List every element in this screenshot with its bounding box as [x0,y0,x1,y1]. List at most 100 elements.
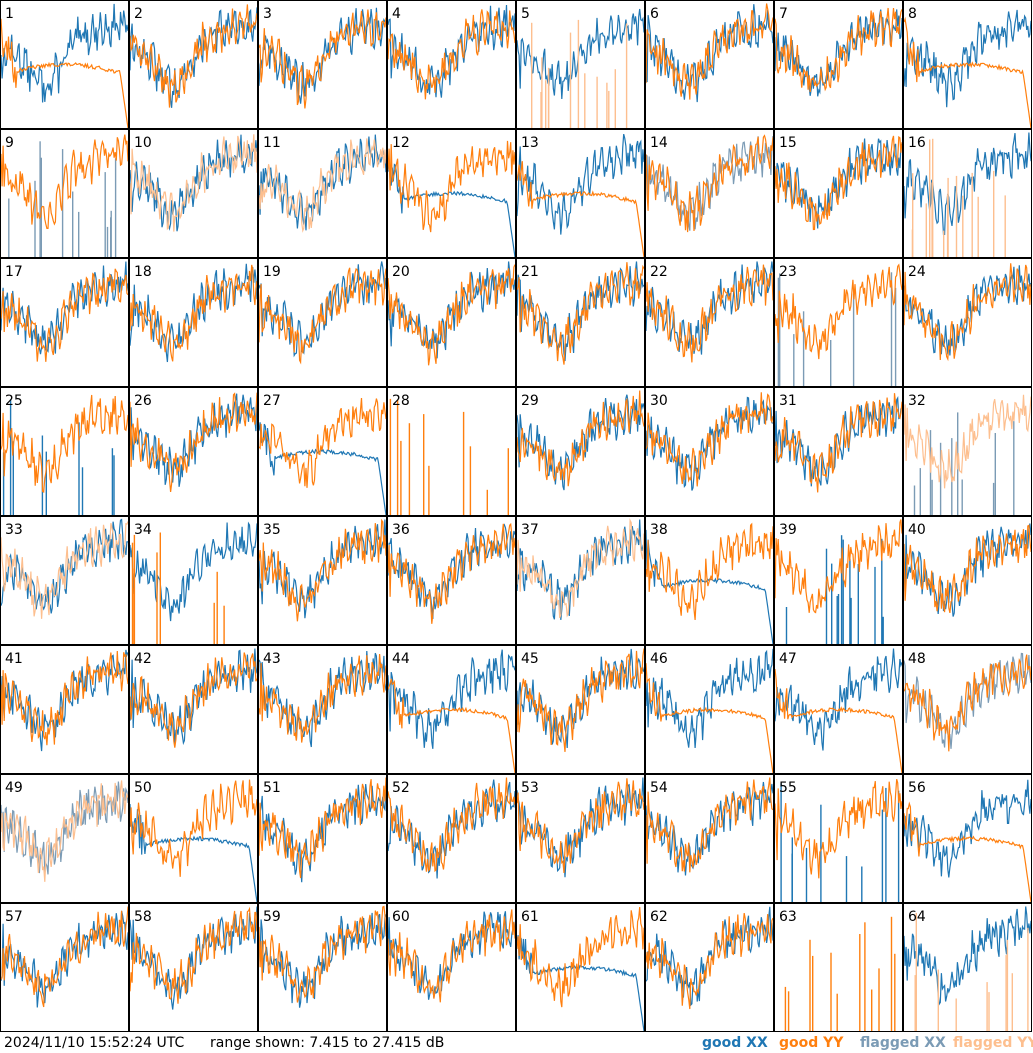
panel-27: 27 [258,387,387,516]
panel-32: 32 [903,387,1032,516]
panel-label: 23 [779,264,797,280]
panel-border [516,516,645,645]
panel-label: 24 [908,264,926,280]
legend-label: good XX [702,1035,768,1051]
panel-border [387,903,516,1032]
panel-label: 20 [392,264,410,280]
panel-border [0,129,129,258]
panel-border [903,645,1032,774]
legend-flagged-xx: flagged XX [860,1034,946,1053]
series-yy [0,268,129,362]
series-yy [774,519,903,614]
panel-64: 64 [903,903,1032,1032]
series-xx [129,521,258,622]
timestamp: 2024/11/10 15:52:24 UTC [4,1035,185,1051]
series-yy [645,663,774,774]
panel-23: 23 [774,258,903,387]
series-xx [0,649,129,752]
panel-label: 18 [134,264,152,280]
panel-border [645,774,774,903]
panel-label: 48 [908,651,926,667]
panel-border [0,516,129,645]
panel-border [903,129,1032,258]
series-yy [774,263,903,360]
series-yy [0,521,129,619]
panel-47: 47 [774,645,903,774]
series-xx [903,9,1032,108]
panel-label: 4 [392,6,401,22]
panel-border [903,903,1032,1032]
series-yy [129,906,258,1004]
panel-11: 11 [258,129,387,258]
panel-42: 42 [129,645,258,774]
panel-border [774,774,903,903]
series-xx [645,906,774,1007]
panel-border [774,903,903,1032]
series-yy [516,262,645,365]
panel-61: 61 [516,903,645,1032]
panel-label: 55 [779,780,797,796]
panel-label: 59 [263,909,281,925]
panel-border [645,903,774,1032]
series-yy [531,19,628,128]
panel-label: 22 [650,264,668,280]
panel-border [258,387,387,516]
panel-border [258,129,387,258]
panel-border [516,0,645,129]
series-yy [129,4,258,108]
panel-label: 37 [521,522,539,538]
panel-26: 26 [129,387,258,516]
series-yy [387,264,516,366]
series-yy [645,392,774,487]
panel-52: 52 [387,774,516,903]
panel-border [258,516,387,645]
panel-28: 28 [387,387,516,516]
series-xx [903,652,1032,749]
panel-label: 2 [134,6,143,22]
panel-border [258,774,387,903]
series-yy [903,524,1032,614]
series-yy [645,134,774,233]
series-yy [129,652,258,748]
panel-13: 13 [516,129,645,258]
panel-label: 60 [392,909,410,925]
panel-border [516,258,645,387]
panel-56: 56 [903,774,1032,903]
panel-44: 44 [387,645,516,774]
series-xx [903,132,1032,235]
panel-label: 34 [134,522,152,538]
panel-label: 19 [263,264,281,280]
series-yy [903,394,1032,489]
series-yy [774,779,903,879]
panel-2: 2 [129,0,258,129]
panel-label: 33 [5,522,23,538]
legend-good-xx: good XX [702,1034,768,1053]
panel-label: 64 [908,909,926,925]
panel-label: 40 [908,522,926,538]
series-yy [516,390,645,487]
panel-14: 14 [645,129,774,258]
series-xx [645,4,774,103]
series-xx [516,8,645,100]
panel-border [129,516,258,645]
panel-60: 60 [387,903,516,1032]
panel-border [645,129,774,258]
series-yy [645,522,774,621]
panel-3: 3 [258,0,387,129]
panel-31: 31 [774,387,903,516]
panel-label: 45 [521,651,539,667]
series-yy [784,916,896,1031]
series-yy [645,777,774,873]
panel-40: 40 [903,516,1032,645]
panel-label: 7 [779,6,788,22]
series-yy [914,912,1029,1031]
panel-border [903,774,1032,903]
panel-border [258,258,387,387]
panel-label: 3 [263,6,272,22]
series-xx [903,779,1032,878]
series-yy [258,138,387,233]
panel-25: 25 [0,387,129,516]
panel-label: 1 [5,6,14,22]
panel-43: 43 [258,645,387,774]
panel-border [516,903,645,1032]
